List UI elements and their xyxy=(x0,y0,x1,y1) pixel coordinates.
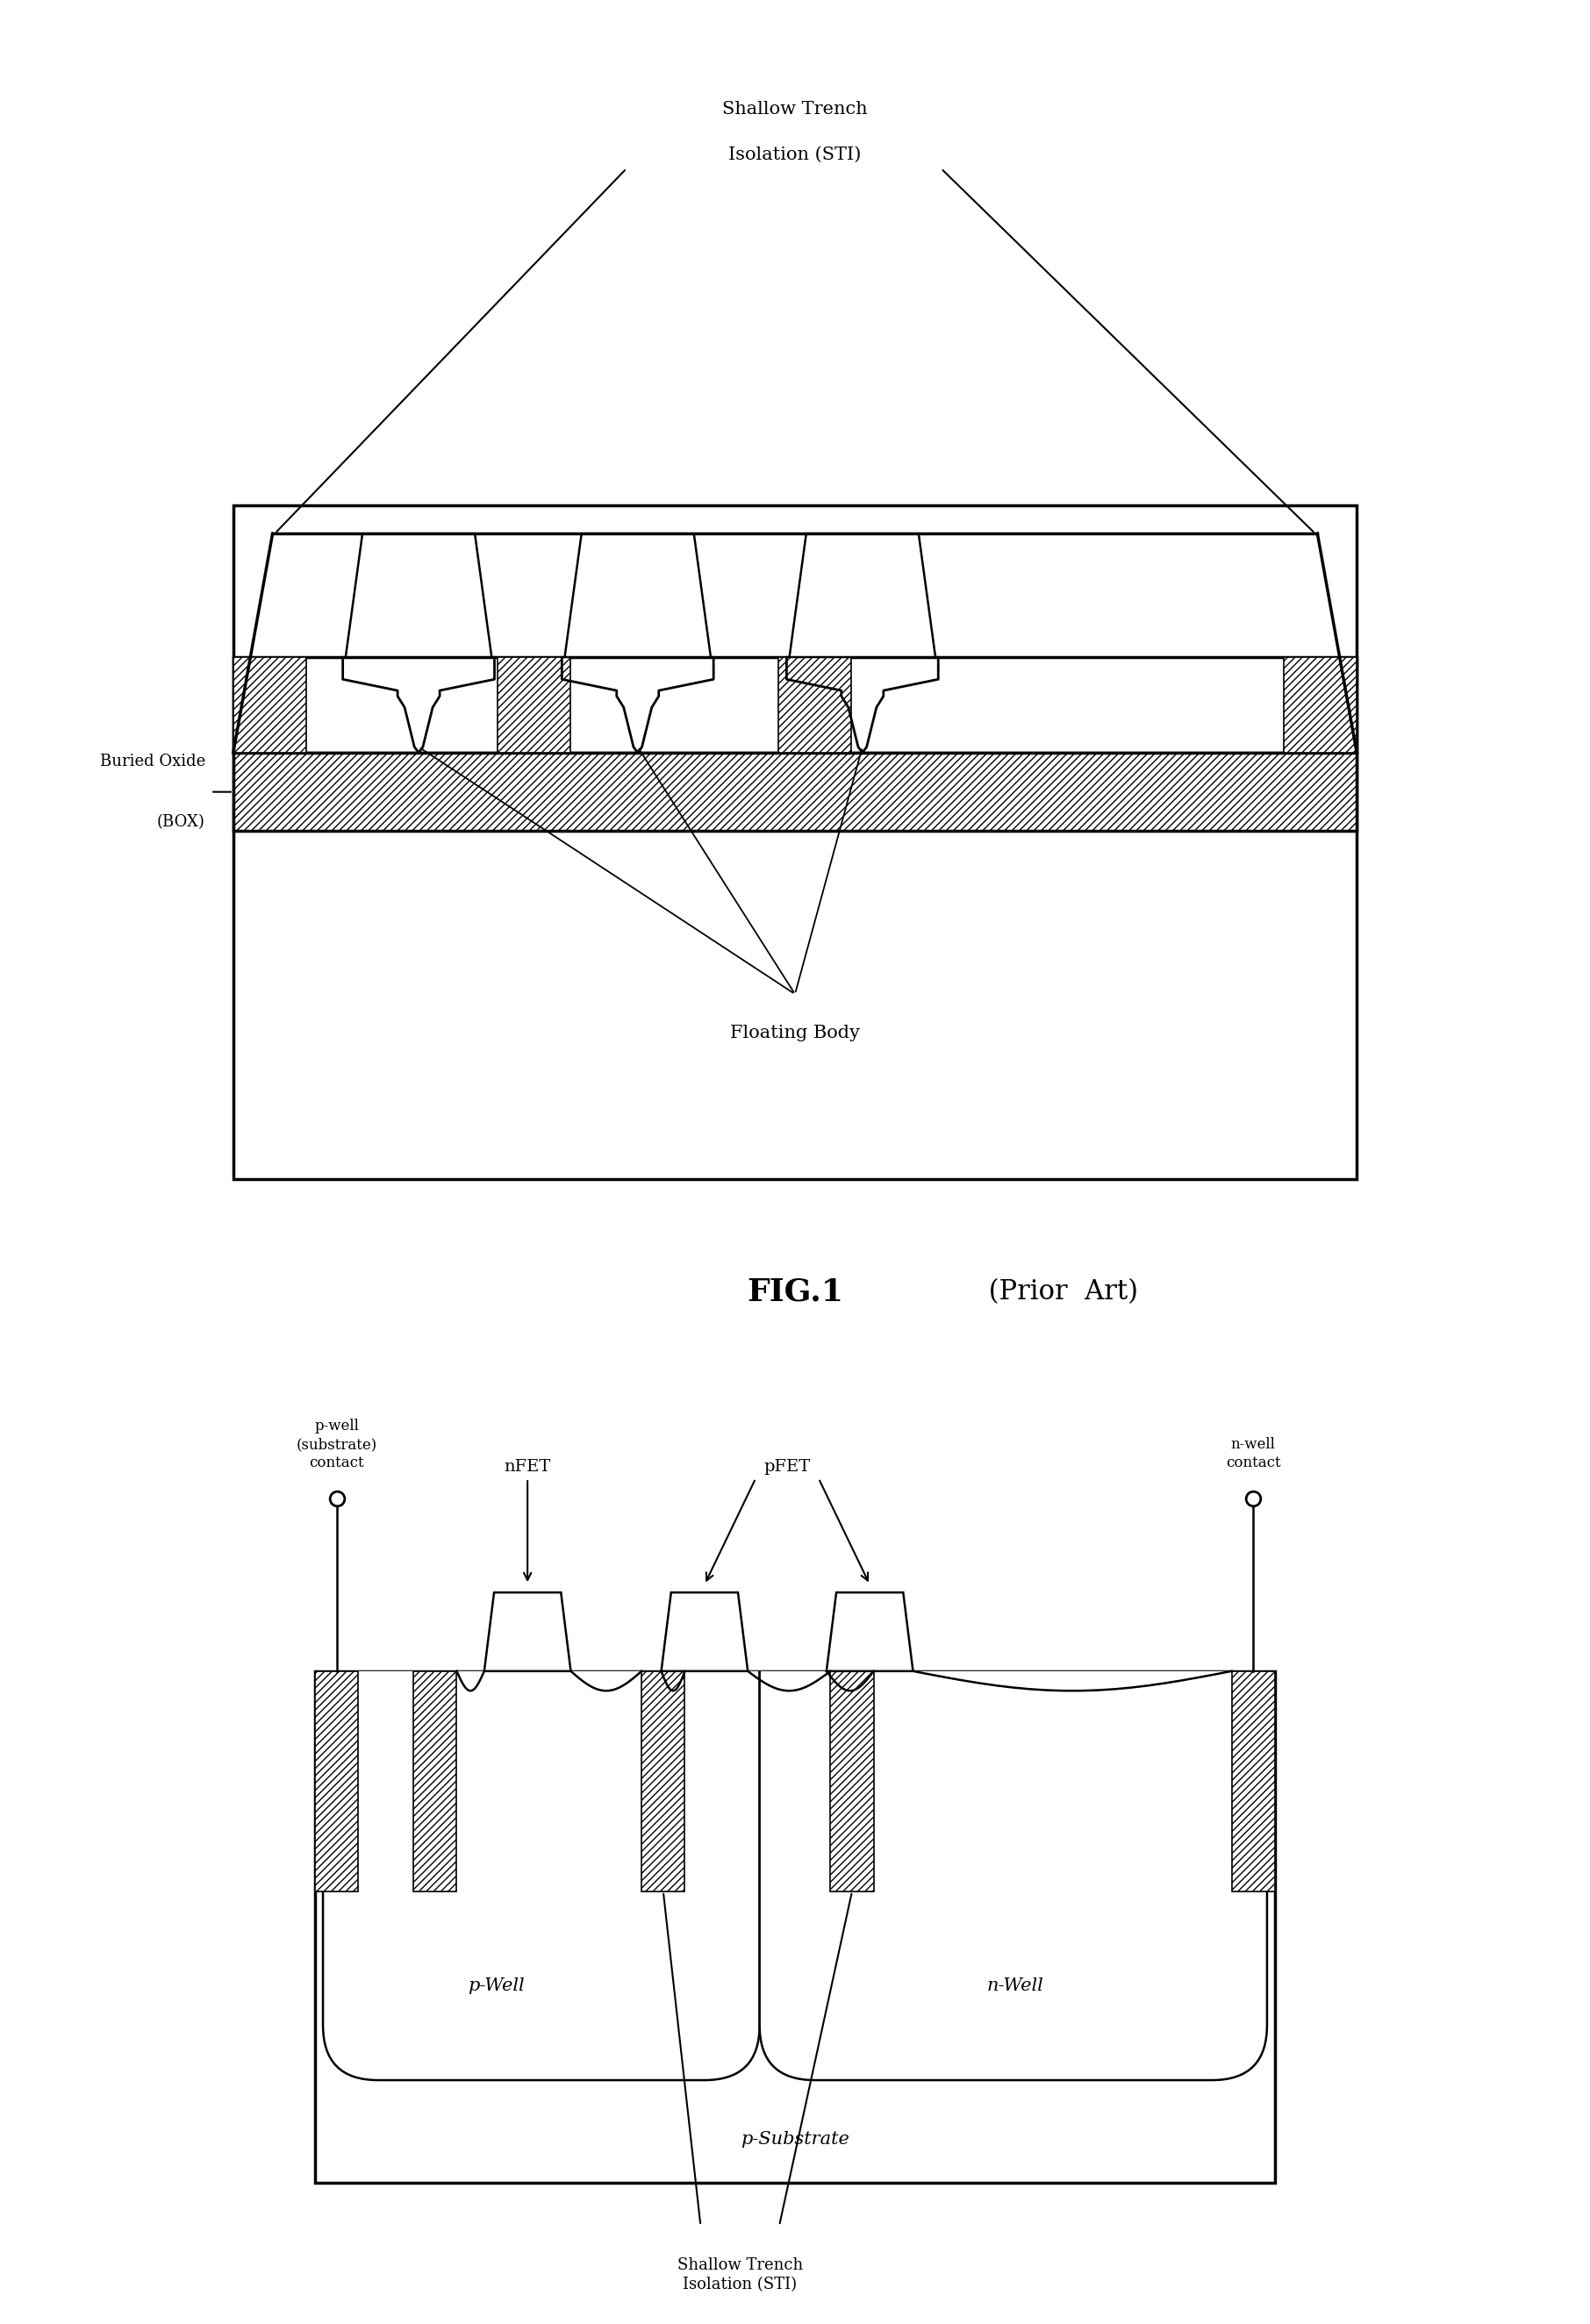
Bar xyxy=(1232,1671,1275,1892)
Text: Shallow Trench
Isolation (STI): Shallow Trench Isolation (STI) xyxy=(677,2257,803,2291)
Bar xyxy=(830,1671,873,1892)
Text: (BOX): (BOX) xyxy=(157,813,205,830)
Text: p-well
(substrate)
contact: p-well (substrate) contact xyxy=(296,1420,377,1471)
Bar xyxy=(498,658,571,753)
Text: n-Well: n-Well xyxy=(987,1978,1043,1994)
Polygon shape xyxy=(661,1592,747,1671)
Bar xyxy=(1283,658,1356,753)
Text: Floating Body: Floating Body xyxy=(730,1025,860,1041)
Text: FIG.1: FIG.1 xyxy=(747,1276,843,1306)
Polygon shape xyxy=(827,1592,913,1671)
Text: Isolation (STI): Isolation (STI) xyxy=(728,146,862,163)
Bar xyxy=(234,507,1356,1181)
Bar xyxy=(315,1671,358,1892)
Polygon shape xyxy=(485,1592,571,1671)
Bar xyxy=(234,658,307,753)
Text: pFET: pFET xyxy=(763,1459,811,1473)
PathPatch shape xyxy=(760,1671,1267,2080)
Text: (Prior  Art): (Prior Art) xyxy=(979,1278,1138,1306)
Text: Buried Oxide: Buried Oxide xyxy=(100,753,205,769)
Bar xyxy=(778,658,851,753)
Text: p-Substrate: p-Substrate xyxy=(741,2131,849,2147)
Polygon shape xyxy=(345,535,491,658)
Bar xyxy=(234,753,1356,832)
Bar xyxy=(315,1671,1275,2182)
Text: Shallow Trench: Shallow Trench xyxy=(722,102,868,119)
Polygon shape xyxy=(564,535,711,658)
Polygon shape xyxy=(789,535,935,658)
Bar xyxy=(642,1671,685,1892)
Text: nFET: nFET xyxy=(504,1459,550,1473)
Bar xyxy=(234,658,1356,753)
Bar xyxy=(413,1671,456,1892)
Text: p-Well: p-Well xyxy=(467,1978,525,1994)
PathPatch shape xyxy=(323,1671,760,2080)
Text: n-well
contact: n-well contact xyxy=(1226,1436,1282,1471)
